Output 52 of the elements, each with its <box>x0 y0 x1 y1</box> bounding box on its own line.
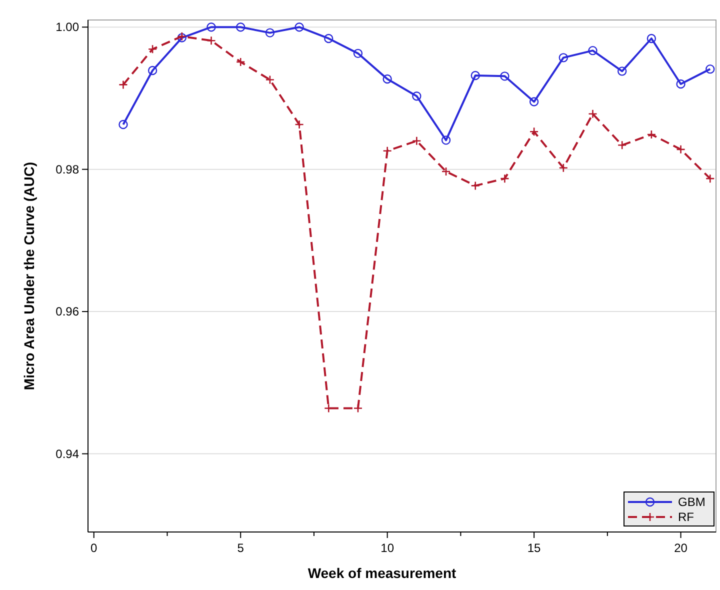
y-axis-title: Micro Area Under the Curve (AUC) <box>21 162 37 390</box>
x-tick-label: 20 <box>674 541 688 555</box>
x-tick-label: 15 <box>527 541 542 555</box>
point <box>646 130 656 140</box>
point <box>500 72 510 81</box>
point <box>294 22 304 32</box>
point <box>324 34 334 44</box>
point <box>236 22 246 32</box>
point <box>470 70 480 80</box>
point <box>441 166 451 176</box>
point <box>118 120 128 130</box>
y-tick-label: 0.98 <box>56 162 80 176</box>
point <box>529 126 539 136</box>
point <box>529 97 539 106</box>
y-tick-label: 0.94 <box>56 446 80 461</box>
point <box>558 163 568 173</box>
point <box>558 53 568 62</box>
point <box>441 136 451 145</box>
point <box>265 28 275 38</box>
point <box>382 74 392 84</box>
point <box>676 144 686 154</box>
point <box>412 91 422 101</box>
y-tick-label: 1.00 <box>56 20 80 34</box>
point <box>206 22 216 32</box>
point <box>236 57 246 67</box>
point <box>148 66 158 76</box>
point <box>353 404 363 413</box>
point <box>676 79 686 89</box>
point <box>500 174 510 184</box>
x-axis-title: Week of measurement <box>308 565 457 581</box>
point <box>412 136 422 146</box>
point <box>588 109 598 119</box>
point <box>617 66 627 76</box>
point <box>148 44 158 54</box>
point <box>588 46 598 56</box>
point <box>353 48 363 58</box>
x-tick-label: 5 <box>237 541 244 555</box>
point <box>206 36 216 46</box>
point <box>265 75 275 84</box>
point <box>294 120 304 130</box>
y-tick-label: 0.96 <box>56 304 80 319</box>
point <box>382 146 392 156</box>
legend-label: GBM <box>678 495 706 509</box>
point <box>470 181 480 190</box>
point <box>706 64 715 74</box>
point <box>118 80 128 90</box>
legend-label: RF <box>678 510 694 524</box>
x-tick-label: 0 <box>90 541 98 555</box>
point <box>705 174 715 184</box>
x-tick-label: 10 <box>380 541 394 555</box>
point <box>617 140 627 150</box>
point <box>646 34 656 44</box>
